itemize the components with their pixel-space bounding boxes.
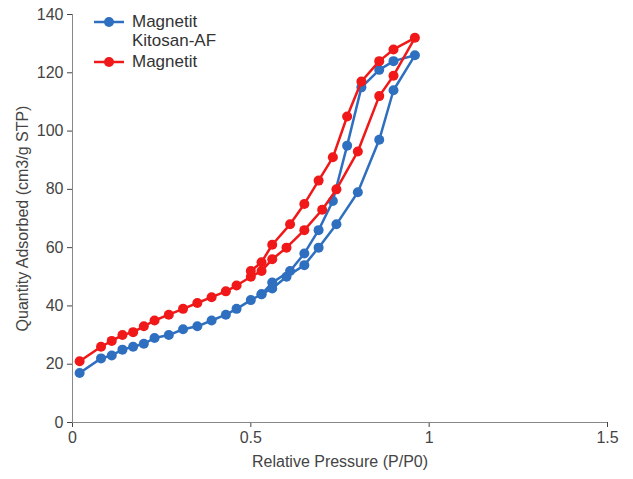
- svg-text:120: 120: [37, 64, 64, 81]
- svg-text:1: 1: [425, 429, 434, 446]
- svg-text:1.5: 1.5: [596, 429, 618, 446]
- svg-text:0.5: 0.5: [240, 429, 262, 446]
- svg-text:20: 20: [46, 355, 64, 372]
- html-text:Magnetit: Magnetit: [132, 52, 198, 71]
- svg-text:60: 60: [46, 239, 64, 256]
- svg-text:Relative Pressure (P/P0): Relative Pressure (P/P0): [252, 453, 428, 470]
- svg-text:100: 100: [37, 122, 64, 139]
- svg-text:0: 0: [55, 414, 64, 431]
- svg-text:40: 40: [46, 297, 64, 314]
- svg-text:80: 80: [46, 180, 64, 197]
- svg-text:140: 140: [37, 6, 64, 23]
- html-text:Magnetit Kitosan-AF: Magnetit Kitosan-AF: [132, 12, 217, 50]
- svg-text:0: 0: [68, 429, 77, 446]
- svg-text:Quantity Adsorbed (cm3/g STP): Quantity Adsorbed (cm3/g STP): [14, 106, 31, 332]
